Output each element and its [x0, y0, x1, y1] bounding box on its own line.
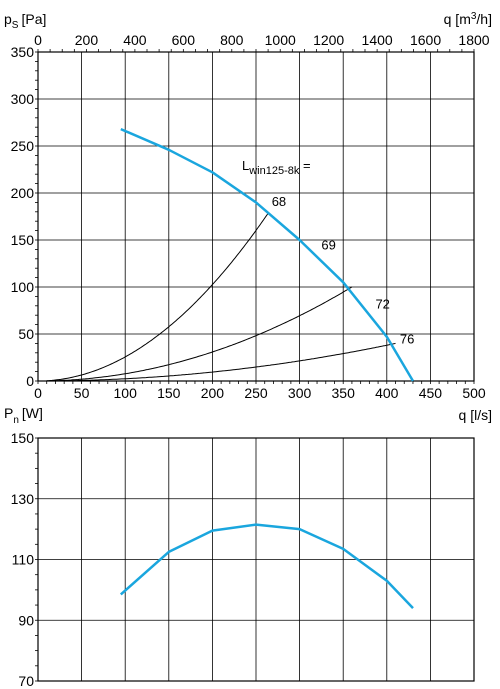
- bottom-y-tick-label: 150: [11, 430, 35, 446]
- top-x-tick-label: 100: [114, 385, 138, 401]
- bottom-plot-frame: [37, 437, 475, 682]
- top-x-tick-label: 0: [34, 385, 42, 401]
- top-x-tick-label: 150: [157, 385, 181, 401]
- top-y-axis-label: pS [Pa]: [4, 11, 46, 31]
- curve-label-76: 76: [400, 331, 414, 346]
- top-x2-tick-label: 800: [220, 32, 244, 48]
- top-chart-grid: [35, 49, 475, 384]
- curve-label-72: 72: [375, 297, 389, 312]
- top-x-tick-label: 200: [201, 385, 225, 401]
- top-chart-ticks: 0 50 100 150 200 250 300 350 400 450 500 0 50 100 150 2…: [11, 32, 490, 401]
- system-curve-68: [46, 212, 269, 382]
- top-x-axis-label: q [l/s]: [459, 407, 492, 423]
- power-curve: [119, 523, 414, 609]
- bottom-chart-ticks: 70 90 110 130 150: [11, 430, 35, 689]
- bottom-y-axis-label: Pn [W]: [4, 405, 43, 426]
- top-x-tick-label: 350: [332, 385, 356, 401]
- bottom-y-tick-label: 110: [12, 552, 35, 568]
- top-x2-tick-label: 200: [75, 32, 99, 48]
- system-curve-72: [46, 286, 353, 382]
- top-x-tick-label: 50: [74, 385, 90, 401]
- top-x2-tick-label: 1800: [458, 32, 489, 48]
- curve-label-68: 68: [272, 194, 286, 209]
- top-y-tick-label: 0: [26, 373, 34, 389]
- fan-curve: [120, 127, 415, 382]
- top-y-tick-label: 50: [18, 326, 34, 342]
- top-plot-frame: [37, 51, 475, 382]
- top-x-tick-label: 450: [419, 385, 443, 401]
- top-y-tick-label: 300: [11, 91, 35, 107]
- top-x2-tick-label: 1600: [410, 32, 441, 48]
- top-chart-annotations: 68 69 72 76: [272, 194, 415, 346]
- top-x2-tick-label: 1400: [362, 32, 393, 48]
- top-x2-tick-label: 400: [123, 32, 147, 48]
- bottom-chart-grid: [35, 437, 475, 682]
- top-y-tick-label: 150: [11, 232, 35, 248]
- top-y-tick-label: 350: [11, 44, 35, 60]
- legend-title: Lwin125-8k =: [242, 158, 311, 177]
- top-secondary-x-axis-label: q [m3/h]: [444, 11, 492, 27]
- top-x-tick-label: 500: [462, 385, 486, 401]
- top-y-tick-label: 200: [11, 185, 35, 201]
- top-x2-tick-label: 0: [34, 32, 42, 48]
- bottom-y-tick-label: 70: [18, 673, 34, 689]
- top-x2-tick-label: 1000: [265, 32, 296, 48]
- bottom-chart-curves: [119, 523, 414, 609]
- top-x-tick-label: 400: [375, 385, 399, 401]
- bottom-y-tick-label: 90: [18, 612, 34, 628]
- top-chart-curves: [46, 127, 415, 382]
- top-x-tick-label: 250: [244, 385, 268, 401]
- curve-label-69: 69: [321, 237, 335, 252]
- top-x-tick-label: 300: [288, 385, 312, 401]
- top-x2-tick-label: 1200: [313, 32, 344, 48]
- top-x2-tick-label: 600: [172, 32, 196, 48]
- bottom-y-tick-label: 130: [11, 491, 35, 507]
- top-y-tick-label: 250: [11, 138, 35, 154]
- top-y-tick-label: 100: [11, 279, 35, 295]
- system-curve-76: [46, 342, 396, 382]
